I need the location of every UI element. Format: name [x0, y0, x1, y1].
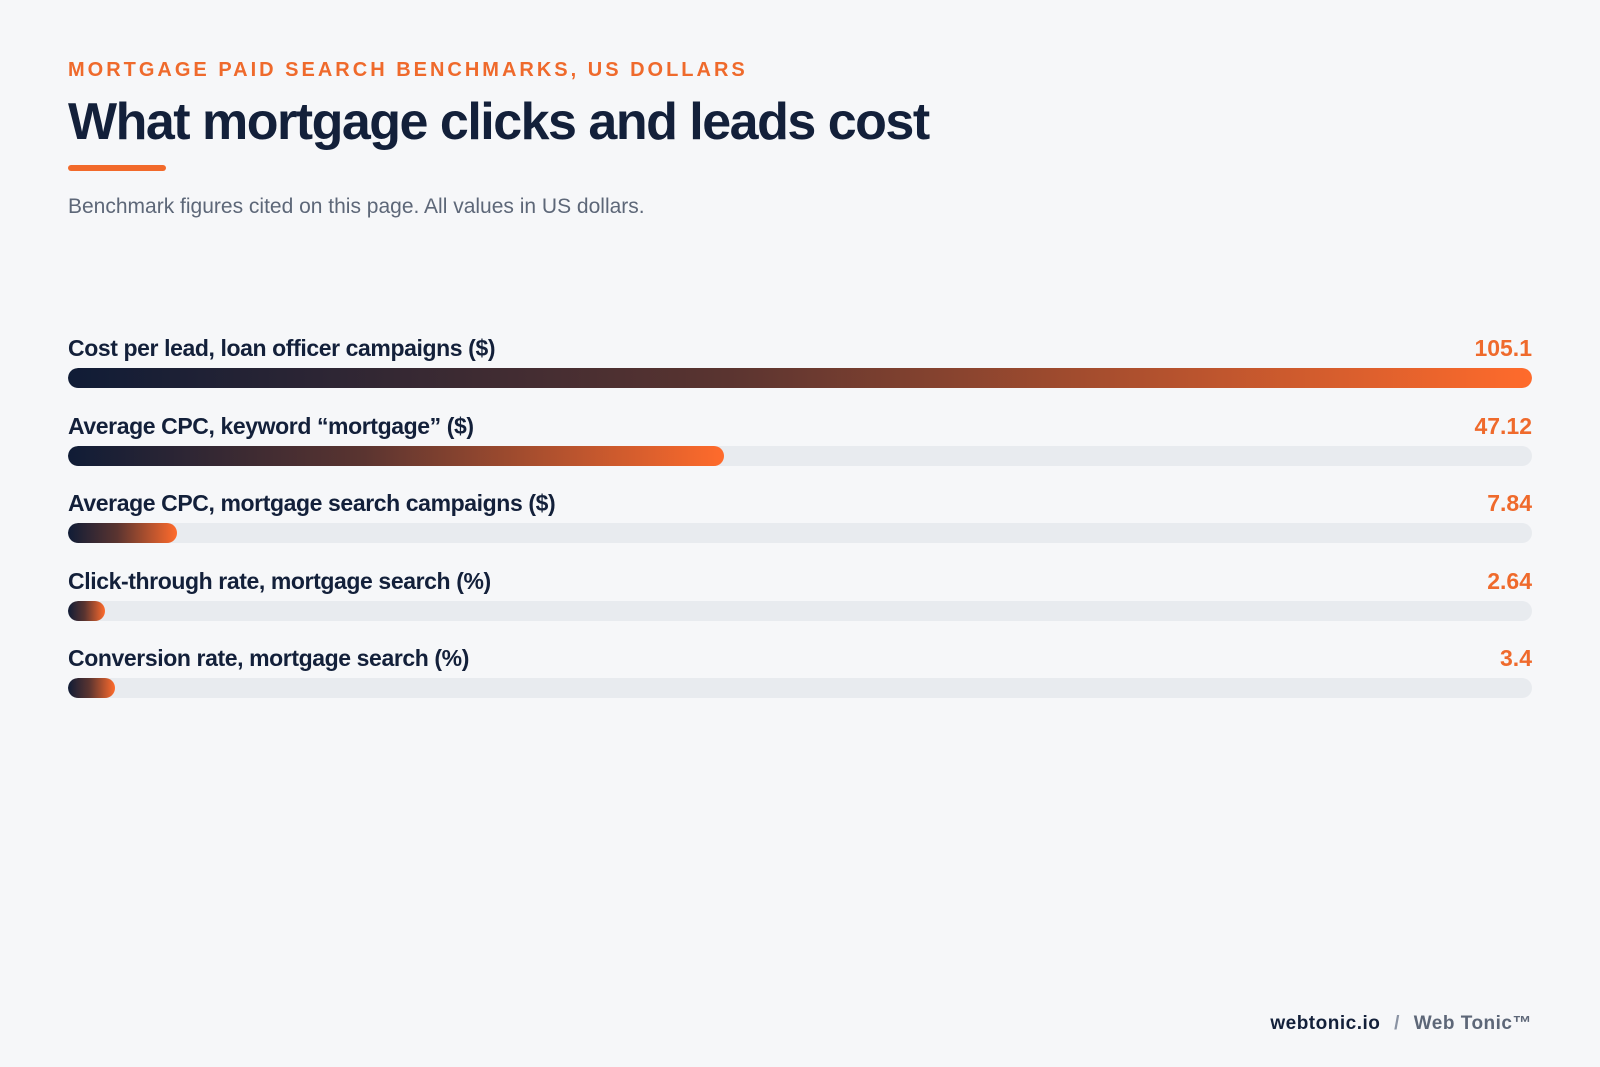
- footer-separator: /: [1394, 1013, 1400, 1034]
- bar-category-label: Conversion rate, mortgage search (%): [68, 645, 469, 671]
- title-accent-rule: [68, 165, 166, 171]
- bar-track: [68, 678, 1532, 698]
- bar-data-label: 105.1: [1474, 335, 1532, 361]
- bar-data-label: 7.84: [1487, 490, 1532, 516]
- bar-track: [68, 445, 1532, 466]
- bar: [68, 368, 1532, 388]
- bar: [68, 678, 116, 698]
- chart-title: What mortgage clicks and leads cost: [68, 93, 930, 151]
- bar-data-label: 2.64: [1487, 567, 1532, 594]
- bar-row: Average CPC, keyword “mortgage” ($) 47.12: [68, 413, 1532, 491]
- chart-subtitle: Benchmark figures cited on this page. Al…: [68, 195, 645, 218]
- bar-track: [68, 600, 1532, 621]
- bar-data-label: 3.4: [1500, 645, 1532, 671]
- bar-row: Click-through rate, mortgage search (%) 2…: [68, 568, 1532, 646]
- bar-track: [68, 523, 1532, 543]
- bar-category-label: Average CPC, keyword “mortgage” ($): [68, 412, 474, 439]
- bar-row: Cost per lead, loan officer campaigns ($…: [68, 335, 1532, 413]
- footer-domain: webtonic.io: [1270, 1013, 1381, 1034]
- bar: [68, 523, 178, 543]
- bar-chart: Cost per lead, loan officer campaigns ($…: [68, 335, 1532, 723]
- footer-brand: Web Tonic™: [1413, 1013, 1532, 1034]
- bar: [68, 600, 105, 621]
- bar-category-label: Average CPC, mortgage search campaigns (…: [68, 490, 556, 516]
- bar-category-label: Click-through rate, mortgage search (%): [68, 567, 491, 594]
- bar: [68, 445, 725, 466]
- bar-row: Average CPC, mortgage search campaigns (…: [68, 490, 1532, 568]
- bar-data-label: 47.12: [1474, 412, 1532, 439]
- footer-credit: webtonic.io / Web Tonic™: [1270, 1013, 1532, 1035]
- chart-kicker: MORTGAGE PAID SEARCH BENCHMARKS, US DOLL…: [68, 59, 748, 81]
- bar-category-label: Cost per lead, loan officer campaigns ($…: [68, 335, 496, 361]
- bar-row: Conversion rate, mortgage search (%) 3.4: [68, 645, 1532, 723]
- bar-track: [68, 368, 1532, 388]
